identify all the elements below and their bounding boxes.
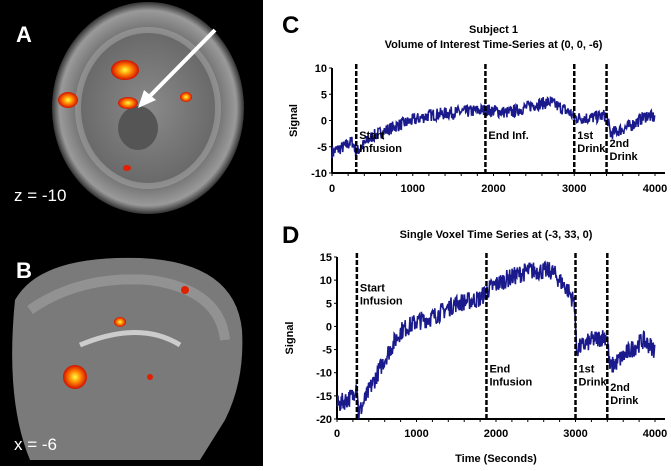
y-tick-label: -20: [316, 414, 332, 426]
y-axis-label: Signal: [288, 104, 300, 137]
x-axis-label: Time (Seconds): [455, 453, 537, 465]
x-tick-label: 3000: [563, 428, 587, 440]
y-tick-label: -10: [311, 168, 327, 180]
x-tick-label: 2000: [484, 428, 508, 440]
event-label: End Inf.: [488, 130, 528, 142]
sagittal-slice-image: [12, 257, 243, 460]
slice-coordinate-b: x = -6: [14, 435, 57, 454]
y-tick-label: 10: [315, 63, 327, 75]
event-label: 1st: [577, 130, 593, 142]
event-label: Start: [360, 283, 385, 295]
event-label: Drink: [610, 395, 639, 407]
event-label: Drink: [610, 151, 639, 163]
y-tick-label: -15: [316, 391, 332, 403]
chart-d: Single Voxel Time Series at (-3, 33, 0) 0…: [284, 229, 667, 465]
brain-images-panel: A z = -10 B x = -6: [0, 0, 263, 466]
chart-c: Subject 1 Volume of Interest Time-Series …: [288, 24, 667, 195]
panel-label-c: C: [282, 12, 300, 39]
chart-title: Single Voxel Time Series at (-3, 33, 0): [400, 229, 593, 241]
event-label: Infusion: [359, 143, 402, 155]
event-label: 2nd: [610, 382, 630, 394]
brain-scans: [12, 2, 244, 460]
chart-subtitle: Volume of Interest Time-Series at (0, 0,…: [385, 39, 603, 51]
event-label: Start: [359, 130, 384, 142]
y-tick-label: -10: [316, 368, 332, 380]
axial-slice-image: [52, 2, 244, 214]
y-tick-label: 0: [321, 116, 327, 128]
x-tick-label: 1000: [404, 428, 428, 440]
y-tick-label: 5: [321, 89, 327, 101]
event-label: Infusion: [360, 296, 403, 308]
x-tick-label: 1000: [401, 183, 425, 195]
x-tick-label: 2000: [481, 183, 505, 195]
event-label: 2nd: [610, 138, 630, 150]
event-label: Drink: [577, 143, 606, 155]
x-tick-label: 3000: [562, 183, 586, 195]
y-tick-label: 5: [326, 298, 332, 310]
signal-series-line: [336, 260, 656, 420]
y-tick-label: -5: [317, 142, 327, 154]
x-tick-label: 0: [334, 428, 340, 440]
panel-label-d: D: [282, 222, 300, 249]
y-tick-label: -5: [322, 345, 332, 357]
x-tick-label: 4000: [643, 428, 667, 440]
event-label: Drink: [579, 377, 608, 389]
x-tick-label: 4000: [643, 183, 667, 195]
arrow-icon: [138, 90, 156, 108]
panel-label-a: A: [16, 22, 32, 47]
event-label: Infusion: [489, 377, 532, 389]
y-axis-label: Signal: [284, 321, 296, 354]
slice-coordinate-a: z = -10: [14, 186, 67, 205]
x-tick-label: 0: [329, 183, 335, 195]
panel-label-b: B: [16, 258, 32, 283]
y-tick-label: 10: [320, 275, 332, 287]
signal-series-line: [331, 96, 656, 159]
event-label: End: [489, 364, 510, 376]
chart-title: Subject 1: [469, 24, 518, 36]
y-tick-label: 15: [320, 252, 332, 264]
event-label: 1st: [579, 364, 595, 376]
y-tick-label: 0: [326, 321, 332, 333]
